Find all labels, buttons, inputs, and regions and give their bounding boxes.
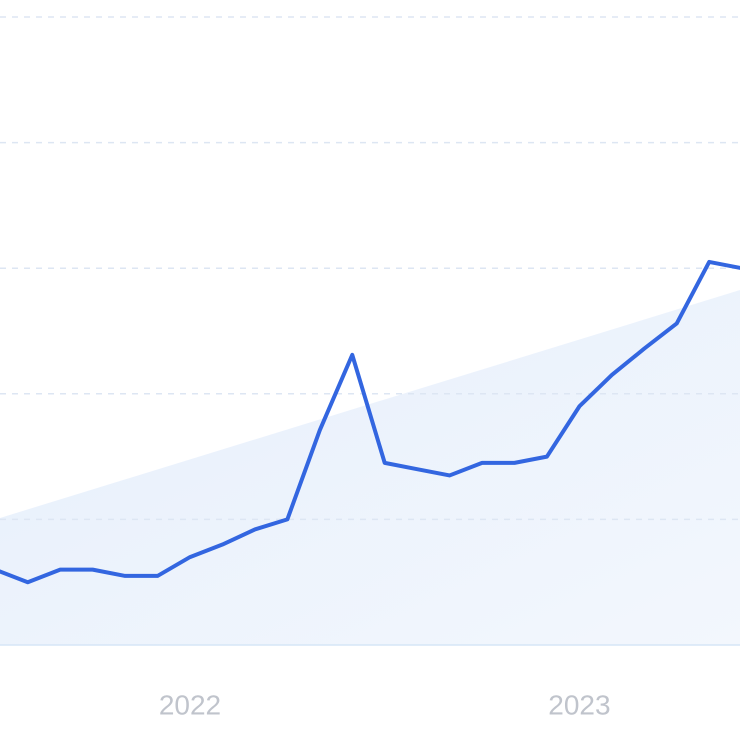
x-tick-label: 2022	[159, 689, 221, 720]
trend-area	[0, 290, 740, 645]
x-tick-label: 2023	[548, 689, 610, 720]
line	[0, 259, 740, 585]
